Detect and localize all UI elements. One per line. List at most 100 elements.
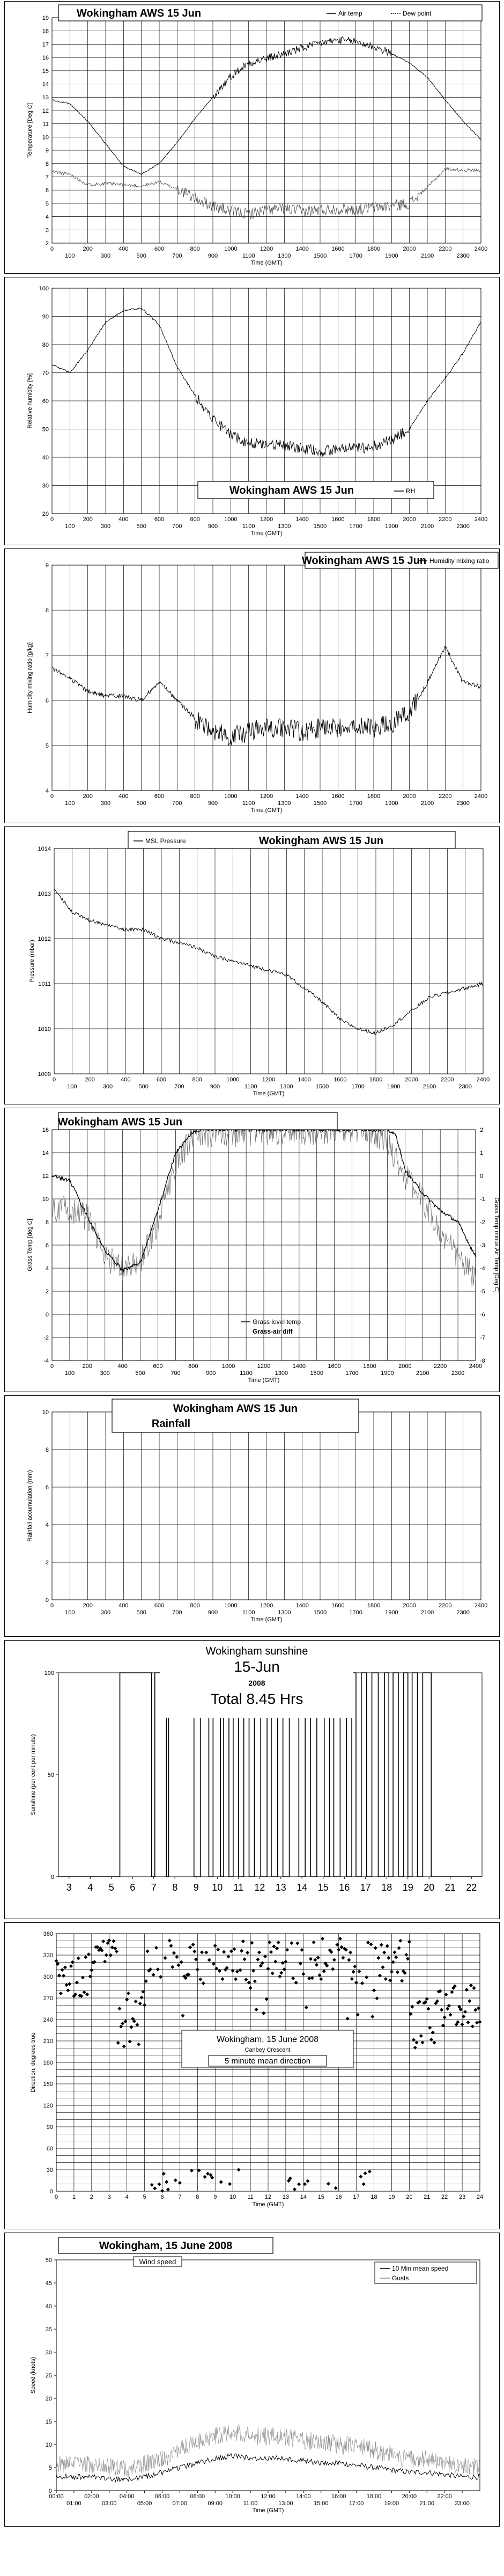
x-tick-label: 1500 xyxy=(314,253,327,259)
y-tick-label: 1009 xyxy=(38,1071,51,1078)
x-tick-label: 2400 xyxy=(475,1602,487,1609)
legend-mixing-ratio: Humidity mixing ratio xyxy=(429,557,490,565)
x-tick-label: 2 xyxy=(90,2194,93,2200)
y-tick-label: 120 xyxy=(43,2103,53,2109)
x-tick-label: 1300 xyxy=(278,800,291,807)
chart-title: Wokingham AWS 15 Jun xyxy=(229,485,354,496)
x-tick-label: 600 xyxy=(153,1363,162,1370)
x-tick-label: 400 xyxy=(118,793,128,800)
x-tick-label: 600 xyxy=(154,793,164,800)
direction-points xyxy=(54,1936,482,2193)
x-tick-label: 14 xyxy=(300,2194,307,2200)
x-tick-label: 1400 xyxy=(298,1077,310,1083)
y-tick-label: 12 xyxy=(42,108,49,114)
x-tick-label: 24 xyxy=(477,2194,483,2200)
x-tick-label: 600 xyxy=(157,1077,166,1083)
x-tick-label: 500 xyxy=(138,1084,148,1090)
y-tick-label: 14 xyxy=(42,82,49,88)
direction-point xyxy=(478,2020,482,2024)
direction-point xyxy=(410,2004,414,2009)
x-tick-label: 1500 xyxy=(314,1609,327,1616)
y-tick-label: -4 xyxy=(43,1358,49,1364)
direction-point xyxy=(419,2034,423,2038)
x-tick-label: 17 xyxy=(360,1882,371,1893)
direction-point xyxy=(169,1944,173,1948)
direction-point xyxy=(425,1997,429,2001)
legend-mean-speed: 10 Min mean speed xyxy=(392,2265,448,2272)
direction-point xyxy=(423,2000,428,2004)
x-tick-label: 1400 xyxy=(295,793,308,800)
direction-point xyxy=(280,1961,285,1965)
x-tick-label: 0 xyxy=(50,1602,54,1609)
direction-point xyxy=(337,1948,341,1952)
y-tick-label: 30 xyxy=(47,2167,53,2174)
direction-point xyxy=(149,1967,153,1972)
direction-point xyxy=(381,1965,385,1970)
mixing-ratio-line xyxy=(51,646,481,746)
x-tick-label: 0 xyxy=(55,2194,58,2200)
legend-grass-temp: Grass level temp xyxy=(253,1318,301,1326)
direction-point xyxy=(312,1940,316,1944)
x-tick-label: 2100 xyxy=(423,1084,436,1090)
y-tick-label: 90 xyxy=(42,314,49,320)
x-tick-label: 1000 xyxy=(226,1077,239,1083)
y-tick-label: 15 xyxy=(42,68,49,75)
x-tick-label: 13 xyxy=(276,1882,286,1893)
note-frame xyxy=(133,2256,182,2267)
direction-point xyxy=(226,1955,231,1959)
direction-point xyxy=(122,2044,126,2048)
x-tick-label: 16 xyxy=(336,2194,342,2200)
direction-point xyxy=(191,1942,195,1946)
direction-point xyxy=(306,2179,310,2183)
x-tick-label: 1400 xyxy=(295,516,308,523)
direction-point xyxy=(276,1940,280,1945)
y-axis-label: Relative humidity [%] xyxy=(27,374,33,429)
x-tick-label: 1200 xyxy=(260,246,273,252)
x-tick-label: 2200 xyxy=(439,516,451,523)
direction-point xyxy=(350,1977,354,1981)
direction-point xyxy=(257,1950,262,1955)
direction-point xyxy=(203,2175,207,2179)
direction-point xyxy=(278,1974,282,1979)
direction-point xyxy=(307,1976,312,1980)
x-tick-label: 1000 xyxy=(224,793,237,800)
direction-point xyxy=(435,1999,439,2003)
direction-point xyxy=(472,1986,476,1990)
direction-point xyxy=(250,1941,254,1945)
x-tick-label: 2000 xyxy=(403,246,416,252)
direction-point xyxy=(214,1966,219,1971)
direction-point xyxy=(143,2003,147,2007)
x-tick-label: 1500 xyxy=(314,523,327,530)
direction-point xyxy=(172,1951,176,1955)
mixing-ratio-chart-panel: 4 5 6 7 8 9 0 200 400 600 800 1000 1200 1400 1600 1800 2… xyxy=(4,548,500,823)
direction-point xyxy=(213,1944,217,1948)
y-tick-label: 2 xyxy=(46,240,49,247)
x-tick-label: 2300 xyxy=(456,523,469,530)
direction-point xyxy=(292,2187,297,2192)
x-tick-label: 20 xyxy=(424,1882,434,1893)
x-tick-label: 1100 xyxy=(242,253,255,259)
direction-point xyxy=(309,1957,313,1961)
y-axis-label: Direction, degrees true xyxy=(30,2032,36,2092)
direction-point xyxy=(86,1952,91,1957)
direction-point xyxy=(150,2183,154,2187)
direction-point xyxy=(92,1960,97,1964)
wind-speed-chart: 0 5 10 15 20 25 30 35 40 45 50 00:00 02:00 04:00 06:00… xyxy=(30,2237,480,2514)
x-axis-label: Time (GMT) xyxy=(251,260,283,266)
x-tick-label: 300 xyxy=(101,1609,110,1616)
x-tick-label: 05:00 xyxy=(137,2500,152,2507)
direction-point xyxy=(189,2169,194,2173)
y-axis-label: Temperature [Deg C] xyxy=(27,103,33,158)
direction-point xyxy=(440,2008,444,2012)
x-tick-label: 9 xyxy=(213,2194,217,2200)
direction-point xyxy=(110,1945,114,1950)
y-tick-label: 40 xyxy=(46,2303,52,2310)
y-tick-label: 0 xyxy=(51,1874,54,1880)
y-tick-label: 50 xyxy=(46,2257,52,2264)
note-frame xyxy=(208,2055,327,2067)
direction-point xyxy=(473,2008,478,2012)
rh-line xyxy=(51,308,481,457)
x-tick-label: 2200 xyxy=(439,246,451,252)
direction-point xyxy=(429,2037,434,2041)
